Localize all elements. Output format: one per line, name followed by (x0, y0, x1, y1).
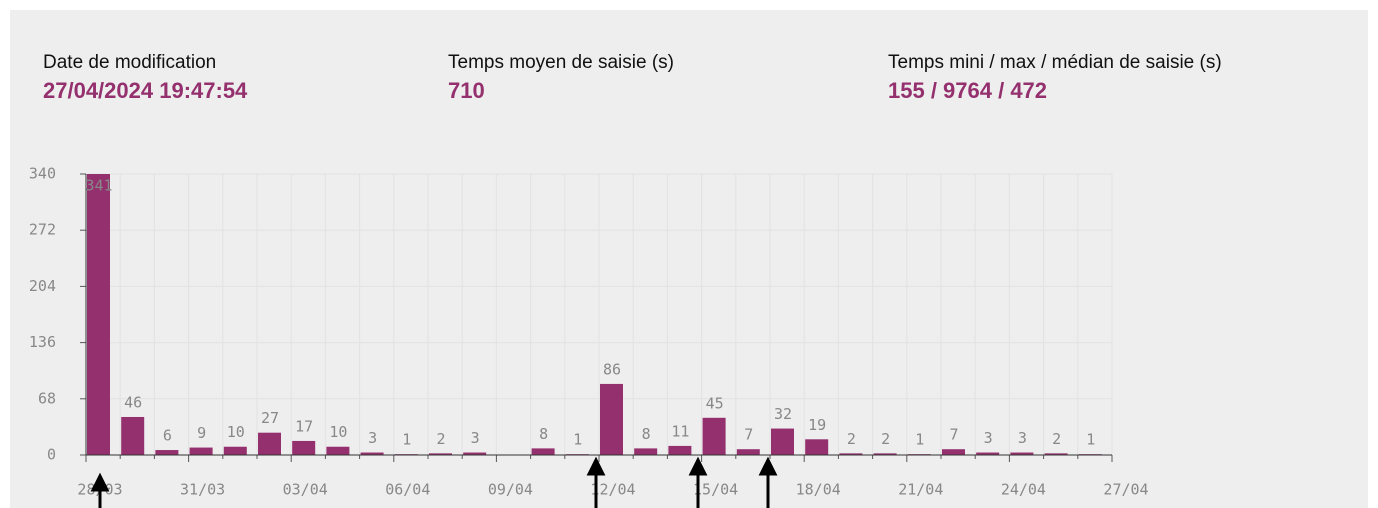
value-label: 3 (984, 429, 993, 447)
bar (771, 428, 794, 455)
value-label: 7 (949, 426, 958, 444)
value-label: 2 (436, 430, 445, 448)
field: Date de modification 27/04/2024 19:47:54 (43, 52, 247, 104)
bar (121, 416, 145, 455)
x-tick-label: 06/04 (385, 481, 430, 499)
bar (873, 453, 897, 455)
bar (702, 417, 726, 455)
field-label: Date de modification (43, 52, 217, 73)
x-tick-label: 09/04 (488, 481, 533, 499)
value-label: 86 (603, 360, 621, 378)
value-label: 3 (1018, 429, 1027, 447)
field-value: 27/04/2024 19:47:54 (43, 78, 248, 103)
bar (736, 449, 760, 455)
bar (942, 449, 965, 455)
value-label: 3 (471, 429, 480, 447)
bar (87, 174, 110, 455)
value-label: 1 (573, 431, 582, 449)
value-label: 11 (671, 422, 689, 440)
x-tick-label: 15/04 (693, 481, 738, 499)
x-tick-label: 18/04 (796, 481, 841, 499)
field-label: Temps mini / max / médian de saisie (s) (888, 52, 1222, 73)
value-label: 46 (124, 393, 142, 411)
bar (326, 446, 350, 455)
value-label: 2 (881, 430, 890, 448)
bar (1044, 453, 1068, 455)
x-tick-label: 12/04 (590, 481, 635, 499)
bar (805, 439, 829, 455)
bar (634, 448, 658, 455)
value-label: 3 (368, 429, 377, 447)
y-tick-label: 0 (47, 446, 56, 464)
bar (292, 440, 316, 455)
y-tick-label: 204 (29, 277, 56, 295)
value-label: 9 (197, 424, 206, 442)
field-label: Temps moyen de saisie (s) (448, 52, 674, 73)
value-label: 2 (1052, 430, 1061, 448)
x-tick-label: 03/04 (283, 481, 328, 499)
value-label: 1 (402, 431, 411, 449)
field: Temps moyen de saisie (s) 710 (448, 52, 674, 104)
value-label: 45 (706, 394, 724, 412)
value-label: 7 (744, 426, 753, 444)
value-label: 27 (261, 409, 279, 427)
x-tick-label: 24/04 (1001, 481, 1046, 499)
bar (223, 446, 247, 455)
bar (463, 452, 487, 455)
field-value: 710 (448, 78, 485, 103)
y-tick-label: 68 (38, 389, 56, 407)
value-label: 17 (295, 417, 313, 435)
value-label: 8 (642, 425, 651, 443)
bar (600, 383, 623, 455)
bar (1010, 452, 1034, 455)
value-label: 1 (915, 431, 924, 449)
y-tick-label: 272 (29, 221, 56, 239)
value-label: 1 (1086, 431, 1095, 449)
bar (531, 448, 555, 455)
value-label: 10 (227, 423, 245, 441)
bar (668, 445, 692, 455)
x-tick-label: 27/04 (1103, 481, 1148, 499)
value-label: 19 (808, 416, 826, 434)
bar (976, 452, 1000, 455)
x-tick-label: 21/04 (898, 481, 943, 499)
value-label: 6 (163, 427, 172, 445)
bar (258, 432, 281, 455)
x-tick-label: 31/03 (180, 481, 225, 499)
bar (189, 447, 213, 455)
value-label: 341 (85, 177, 112, 195)
value-label: 10 (329, 423, 347, 441)
value-label: 2 (847, 430, 856, 448)
field-value: 155 / 9764 / 472 (888, 78, 1048, 103)
bar (360, 452, 384, 455)
bar (429, 453, 452, 455)
bar (839, 453, 863, 455)
bar (155, 450, 179, 455)
plot (87, 174, 1102, 455)
value-label: 32 (774, 405, 792, 423)
field: Temps mini / max / médian de saisie (s) … (888, 52, 1222, 104)
value-label: 8 (539, 425, 548, 443)
y-tick-label: 340 (29, 165, 56, 183)
annotation-arrows (90, 456, 778, 508)
panel (10, 10, 1368, 508)
y-tick-label: 136 (29, 333, 56, 351)
